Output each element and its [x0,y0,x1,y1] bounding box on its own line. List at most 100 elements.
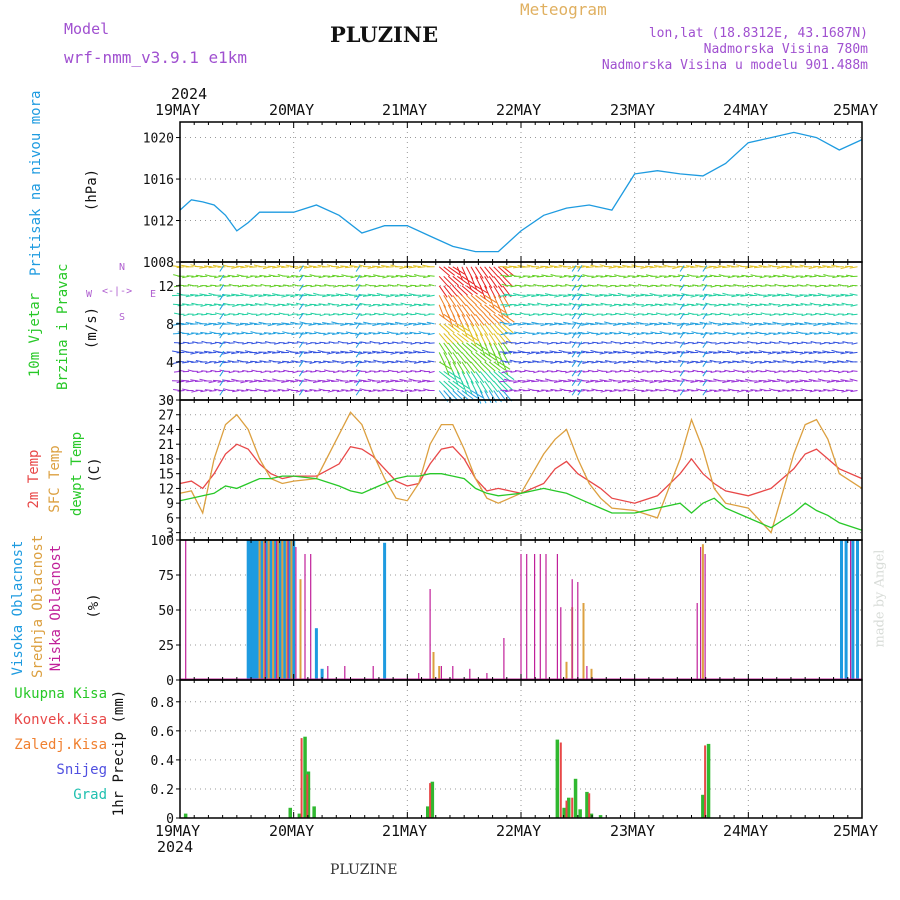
wind-arrow [822,323,831,326]
wind-arrow [841,361,849,363]
wind-arrow [690,322,699,325]
wind-arrow [298,284,304,291]
wind-arrow [696,313,704,317]
wind-arrow [714,390,722,393]
wind-arrow [308,350,317,353]
wind-arrow [650,390,658,392]
wind-arrow [313,360,321,363]
wind-arrow [396,370,403,374]
wind-arrow [210,369,217,372]
wind-arrow [587,284,594,287]
wind-arrow [742,313,749,315]
date-bottom-0: 19MAY [155,822,201,840]
wind-arrow [372,265,381,268]
wind-arrow [628,342,635,345]
wind-arrow [245,303,253,306]
wind-arrow [818,390,826,392]
wind-arrow [582,332,590,335]
wind-arrow [817,266,826,269]
wind-arrow [753,266,763,269]
cloud-low-bar [327,666,329,680]
wind-arrow [204,303,212,306]
wind-arrow [627,332,635,336]
wind-arrow [583,370,590,373]
wind-arrow [501,370,508,374]
wind-arrow [755,304,763,307]
cloud-low-bar [344,666,346,680]
ytick-label-temperature: 3 [166,527,174,542]
wind-arrow [723,360,731,363]
wind-arrow [377,304,385,307]
wind-arrow [232,332,240,334]
wind-arrow [244,265,253,268]
wind-arrow [832,275,840,279]
wind-arrow [475,313,485,326]
wind-arrow [840,266,849,270]
ytick-label-temperature: 18 [158,453,174,468]
wind-arrow [392,313,399,317]
wind-arrow [201,370,208,372]
wind-arrow [805,313,813,315]
wind-arrow [813,323,822,327]
wind-arrow [526,351,535,355]
ytick-label-cloud: 25 [158,639,174,654]
wind-arrow [679,322,685,329]
wind-arrow [631,351,640,355]
wind-arrow [268,389,276,391]
wind-arrow [510,285,517,288]
wind-arrow [551,285,558,288]
wind-arrow [817,351,826,354]
wind-arrow [273,390,281,392]
wind-arrow [827,360,835,363]
wind-arrow [502,323,514,334]
wind-arrow [726,379,735,382]
wind-arrow [815,312,822,315]
wind-arrow [497,323,509,334]
wind-arrow [791,303,799,306]
wind-arrow [651,370,658,372]
wind-arrow [517,323,526,326]
cloud-low-bar [556,554,558,680]
wind-arrow [258,380,267,383]
wind-arrow [493,333,503,345]
wind-arrow [223,275,231,278]
wind-arrow [526,294,535,296]
wind-arrow [723,304,731,307]
wind-arrow [204,389,212,391]
wind-arrow [213,303,221,306]
wind-arrow [554,294,563,298]
wind-arrow [500,332,508,336]
temp-dewpt-line [179,473,863,531]
ytick-label-cloud: 75 [158,569,174,584]
wind-arrow [759,303,767,306]
wind-arrow [286,303,294,306]
wind-arrow [355,341,361,348]
wind-arrow [679,350,685,358]
wind-arrow [571,369,577,377]
wind-arrow [417,322,426,325]
wind-arrow [344,351,353,354]
wind-arrow [381,380,390,382]
wind-arrow [383,341,390,344]
wind-arrow [372,323,381,327]
wind-arrow [665,341,672,344]
wind-arrow [276,323,285,326]
wind-arrow [756,342,763,345]
cloud-mid-bar [438,666,441,680]
wind-arrow [702,341,708,348]
wind-arrow [610,370,617,372]
wind-arrow [418,304,426,307]
precip-conv-bar [306,774,309,818]
wind-arrow [758,323,767,326]
wind-arrow [218,304,226,306]
wind-arrow [519,341,526,344]
wind-arrow [595,360,603,363]
wind-arrow [424,313,431,317]
wind-arrow [232,304,240,307]
wind-arrow [600,361,608,363]
wind-arrow [479,390,487,404]
wind-arrow [417,294,426,298]
precip-legend-total: Ukupna Kisa [14,686,107,702]
wind-arrow [304,304,313,307]
wind-arrow [395,274,403,277]
